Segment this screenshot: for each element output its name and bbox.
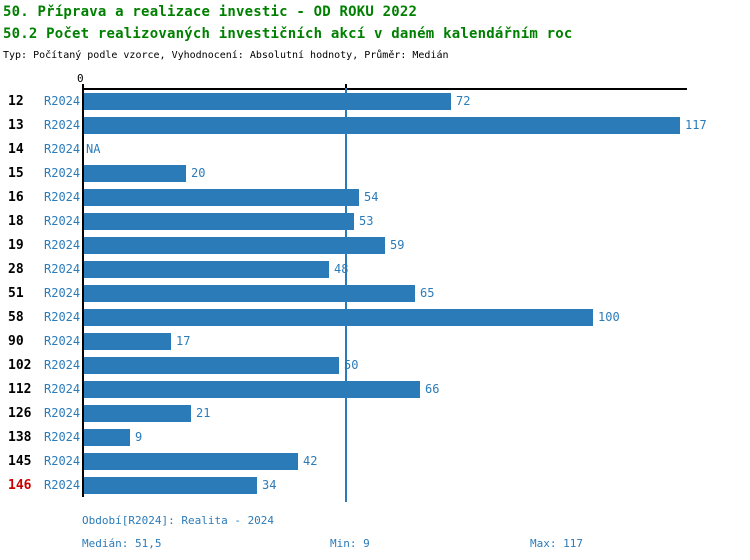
bar	[84, 285, 415, 302]
category-label: 90	[8, 334, 24, 349]
bar	[84, 477, 257, 494]
series-label: R2024	[44, 478, 81, 492]
value-label: 65	[420, 286, 435, 300]
value-label: 54	[364, 190, 379, 204]
footer-median-stat: Medián: 51,5	[82, 537, 162, 550]
series-label: R2024	[44, 118, 81, 132]
footer-max-stat: Max: 117	[530, 537, 583, 550]
bar	[84, 309, 593, 326]
category-label: 146	[8, 478, 32, 493]
series-label: R2024	[44, 454, 81, 468]
chart-row: 15 R2024 20	[0, 165, 750, 182]
value-label: 21	[196, 406, 211, 420]
value-label: 50	[344, 358, 359, 372]
chart-row: 14 R2024 NA	[0, 141, 750, 158]
category-label: 19	[8, 238, 24, 253]
x-axis-zero-label: 0	[77, 72, 84, 85]
x-axis-line	[82, 88, 687, 90]
category-label: 12	[8, 94, 24, 109]
value-label: 53	[359, 214, 374, 228]
chart-row: 112 R2024 66	[0, 381, 750, 398]
bar	[84, 453, 298, 470]
chart-row: 90 R2024 17	[0, 333, 750, 350]
median-tick	[345, 84, 347, 88]
category-label: 14	[8, 142, 24, 157]
chart-row: 18 R2024 53	[0, 213, 750, 230]
bar	[84, 237, 385, 254]
bar	[84, 333, 171, 350]
value-label: 66	[425, 382, 440, 396]
value-label: 59	[390, 238, 405, 252]
series-label: R2024	[44, 406, 81, 420]
category-label: 126	[8, 406, 32, 421]
value-label: 100	[598, 310, 620, 324]
category-label: 102	[8, 358, 32, 373]
series-label: R2024	[44, 238, 81, 252]
bar	[84, 357, 339, 374]
chart-row: 28 R2024 48	[0, 261, 750, 278]
category-label: 18	[8, 214, 24, 229]
chart-row: 126 R2024 21	[0, 405, 750, 422]
bar	[84, 261, 329, 278]
bar	[84, 213, 354, 230]
value-label: 48	[334, 262, 349, 276]
series-label: R2024	[44, 310, 81, 324]
series-label: R2024	[44, 214, 81, 228]
bar	[84, 405, 191, 422]
series-label: R2024	[44, 190, 81, 204]
chart-row: 13 R2024 117	[0, 117, 750, 134]
report-title-line2: 50.2 Počet realizovaných investičních ak…	[3, 26, 573, 42]
series-label: R2024	[44, 94, 81, 108]
value-label: 9	[135, 430, 143, 444]
series-label: R2024	[44, 166, 81, 180]
bar	[84, 165, 186, 182]
value-label: 42	[303, 454, 318, 468]
value-label: 17	[176, 334, 191, 348]
value-label: 72	[456, 94, 471, 108]
chart-row: 145 R2024 42	[0, 453, 750, 470]
category-label: 13	[8, 118, 24, 133]
category-label: 16	[8, 190, 24, 205]
bar	[84, 381, 420, 398]
category-label: 28	[8, 262, 24, 277]
value-label: NA	[86, 142, 101, 156]
chart-row: 58 R2024 100	[0, 309, 750, 326]
chart-row: 102 R2024 50	[0, 357, 750, 374]
footer-period: Období[R2024]: Realita - 2024	[82, 514, 275, 527]
chart-row: 19 R2024 59	[0, 237, 750, 254]
y-axis-line	[82, 84, 84, 497]
chart-row: 138 R2024 9	[0, 429, 750, 446]
category-label: 138	[8, 430, 32, 445]
series-label: R2024	[44, 358, 81, 372]
bar	[84, 117, 680, 134]
value-label: 117	[685, 118, 707, 132]
chart-row: 12 R2024 72	[0, 93, 750, 110]
series-label: R2024	[44, 262, 81, 276]
chart-row: 146 R2024 34	[0, 477, 750, 494]
chart-row: 51 R2024 65	[0, 285, 750, 302]
value-label: 20	[191, 166, 206, 180]
series-label: R2024	[44, 382, 81, 396]
series-label: R2024	[44, 286, 81, 300]
chart-row: 16 R2024 54	[0, 189, 750, 206]
bar	[84, 429, 130, 446]
bar	[84, 189, 359, 206]
bar	[84, 93, 451, 110]
value-label: 34	[262, 478, 277, 492]
report-title-line1: 50. Příprava a realizace investic - OD R…	[3, 4, 418, 20]
category-label: 15	[8, 166, 24, 181]
report-subtitle: Typ: Počítaný podle vzorce, Vyhodnocení:…	[3, 50, 449, 61]
category-label: 112	[8, 382, 32, 397]
series-label: R2024	[44, 334, 81, 348]
series-label: R2024	[44, 430, 81, 444]
category-label: 51	[8, 286, 24, 301]
footer-min-stat: Min: 9	[330, 537, 370, 550]
category-label: 58	[8, 310, 24, 325]
series-label: R2024	[44, 142, 81, 156]
category-label: 145	[8, 454, 32, 469]
